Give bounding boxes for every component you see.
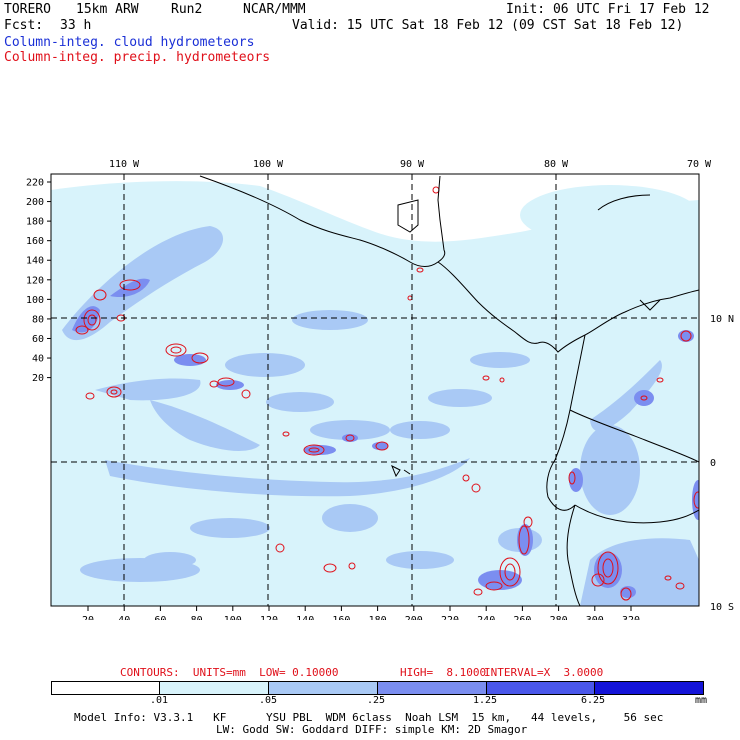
forecast-label: Fcst: <box>4 18 44 33</box>
longitude-label: 100 W <box>253 159 284 170</box>
colorbar-swatch <box>593 682 703 694</box>
x-tick-label: 200 <box>405 615 423 620</box>
model-info: Model Info: V3.3.1 KF YSU PBL WDM 6class… <box>74 711 664 724</box>
precip-contours <box>75 186 699 601</box>
x-tick-label: 280 <box>550 615 568 620</box>
colorbar-swatch <box>268 682 377 694</box>
weather-map: 220 200 180 160 140 120 100 80 60 40 20 20 40 60 80 100… <box>26 159 734 620</box>
latitude-label: 0 <box>710 458 716 469</box>
y-tick-label: 100 <box>26 295 44 306</box>
contour-interval: INTERVAL=X 3.0000 <box>484 666 604 679</box>
y-tick-label: 180 <box>26 217 44 228</box>
colorbar-label: mm <box>694 695 708 706</box>
colorbar-swatch <box>159 682 269 694</box>
map-frame <box>50 173 700 607</box>
x-tick-label: 240 <box>477 615 495 620</box>
x-tick-label: 80 <box>191 615 203 620</box>
x-tick-label: 320 <box>622 615 640 620</box>
cloud-field <box>51 175 699 606</box>
x-tick-label: 120 <box>260 615 278 620</box>
org-label: NCAR/MMM <box>243 2 306 17</box>
valid-time: Valid: 15 UTC Sat 18 Feb 12 (09 CST Sat … <box>292 18 684 33</box>
x-tick-label: 220 <box>441 615 459 620</box>
contour-units: CONTOURS: UNITS=mm LOW= 0.10000 <box>120 666 339 679</box>
latitude-label: 10 S <box>710 602 734 613</box>
colorbar-swatch <box>376 682 486 694</box>
colorbar-label: 6.25 <box>580 695 606 706</box>
colorbar-label: 1.25 <box>472 695 498 706</box>
x-tick-label: 60 <box>154 615 166 620</box>
x-tick-label: 300 <box>586 615 604 620</box>
x-tick-label: 160 <box>332 615 350 620</box>
legend-cloud-hydrometeors: Column-integ. cloud hydrometeors <box>4 35 255 50</box>
colorbar-label: .25 <box>366 695 386 706</box>
x-tick-label: 140 <box>296 615 314 620</box>
y-tick-label: 140 <box>26 256 44 267</box>
y-tick-label: 40 <box>32 354 44 365</box>
forecast-hours: 33 h <box>60 18 92 33</box>
longitude-label: 90 W <box>400 159 425 170</box>
physics-info: LW: Godd SW: Goddard DIFF: simple KM: 2D… <box>216 723 528 736</box>
model-name: TORERO <box>4 2 51 17</box>
model-resolution: 15km ARW <box>76 2 139 17</box>
x-tick-label: 100 <box>224 615 242 620</box>
coastlines <box>199 175 699 606</box>
init-time: Init: 06 UTC Fri 17 Feb 12 <box>506 2 710 17</box>
longitude-label: 110 W <box>109 159 140 170</box>
legend-precip-hydrometeors: Column-integ. precip. hydrometeors <box>4 50 271 65</box>
colorbar-swatch <box>485 682 594 694</box>
colorbar-label: .05 <box>258 695 278 706</box>
graticule <box>51 174 699 606</box>
colorbar-swatch <box>52 682 160 694</box>
x-tick-label: 20 <box>82 615 94 620</box>
colorbar <box>51 681 704 695</box>
latitude-label: 10 N <box>710 314 734 325</box>
x-tick-label: 40 <box>118 615 130 620</box>
y-tick-label: 220 <box>26 178 44 189</box>
y-tick-label: 160 <box>26 236 44 247</box>
y-tick-label: 120 <box>26 275 44 286</box>
colorbar-labels: .01 .05 .25 1.25 6.25 mm <box>0 695 740 709</box>
y-tick-label: 60 <box>32 334 44 345</box>
colorbar-label: .01 <box>149 695 169 706</box>
run-label: Run2 <box>171 2 203 17</box>
longitude-label: 80 W <box>544 159 569 170</box>
axes: 220 200 180 160 140 120 100 80 60 40 20 20 40 60 80 100… <box>26 159 734 620</box>
x-tick-label: 260 <box>513 615 531 620</box>
contour-high: HIGH= 8.1000 <box>400 666 487 679</box>
x-tick-label: 180 <box>369 615 387 620</box>
y-tick-label: 200 <box>26 197 44 208</box>
y-tick-label: 80 <box>32 314 44 325</box>
y-tick-label: 20 <box>32 373 44 384</box>
longitude-label: 70 W <box>687 159 712 170</box>
